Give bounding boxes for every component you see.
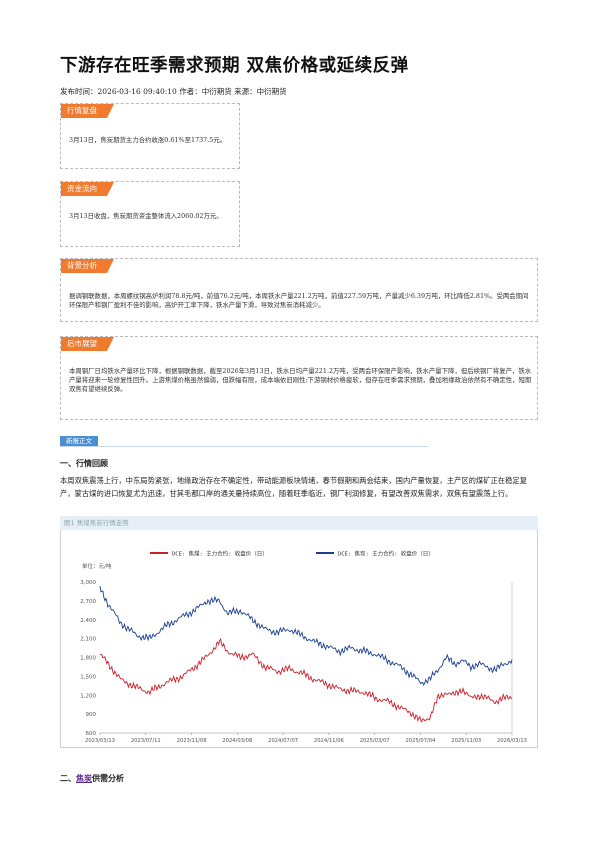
heading-market-review: 一、行情回顾	[60, 459, 108, 468]
x-tick-label: 2025/07/04	[405, 738, 436, 744]
heading-supply-demand: 二、焦炭供需分析	[60, 773, 124, 784]
y-tick-label: 1,800	[80, 656, 96, 662]
x-tick-label: 2024/07/07	[268, 738, 298, 744]
section-text: 本周钢厂日均铁水产量环比下降，根据钢联数据，截至2026年3月13日，铁水日均产…	[69, 367, 532, 393]
section-outlook: 后市展望 本周钢厂日均铁水产量环比下降，根据钢联数据，截至2026年3月13日，…	[60, 336, 538, 420]
section-tag: 行情复盘	[61, 104, 114, 118]
section-text: 3月13日，焦炭期货主力合约收涨0.61%至1737.5元。	[69, 136, 227, 144]
y-tick-label: 3,000	[80, 580, 96, 586]
price-chart: DCE: 焦煤: 主力合约: 收盘价（日） DCE: 焦炭: 主力合约: 收盘价（…	[80, 550, 527, 745]
chart-caption: 图1 焦煤焦炭行情走势	[60, 516, 538, 530]
y-tick-label: 2,700	[80, 599, 96, 605]
y-tick-label: 900	[86, 712, 97, 718]
section-tag: 资金流向	[61, 182, 114, 196]
y-tick-label: 1,200	[80, 693, 96, 699]
legend-label: DCE: 焦炭: 主力合约: 收盘价（日）	[338, 550, 434, 558]
divider	[60, 446, 428, 447]
y-tick-label: 1,500	[80, 674, 96, 680]
coke-link[interactable]: 焦炭	[76, 774, 92, 783]
y-tick-label: 600	[86, 731, 97, 737]
x-tick-label: 2023/03/13	[85, 738, 115, 744]
x-tick-label: 2025/03/07	[360, 738, 390, 744]
news-label: 新报正文	[60, 436, 98, 446]
x-tick-label: 2026/03/13	[497, 738, 527, 744]
heading-suffix: 供需分析	[92, 774, 124, 783]
section-background: 背景分析 据调钢联数据，本周螺纹钢高炉利润78.8元/吨，前值76.2元/吨，本…	[60, 258, 538, 322]
legend-label: DCE: 焦煤: 主力合约: 收盘价（日）	[172, 550, 268, 558]
section-market-review: 行情复盘 3月13日，焦炭期货主力合约收涨0.61%至1737.5元。	[60, 103, 240, 169]
section-text: 据调钢联数据，本周螺纹钢高炉利润78.8元/吨，前值76.2元/吨，本周铁水产量…	[69, 292, 529, 309]
x-tick-label: 2023/11/08	[177, 738, 207, 744]
section-tag: 背景分析	[61, 259, 114, 273]
x-tick-label: 2024/11/06	[314, 738, 344, 744]
x-tick-label: 2023/07/11	[131, 738, 161, 744]
series-line	[99, 585, 513, 686]
section-tag: 后市展望	[61, 337, 114, 351]
section-text: 3月13日收盘，焦炭期货资金整体流入2060.02万元。	[69, 212, 223, 220]
y-tick-label: 2,400	[80, 618, 96, 624]
y-tick-label: 2,100	[80, 637, 96, 643]
x-tick-label: 2024/03/08	[222, 738, 252, 744]
body-paragraph: 本周双焦震荡上行，中东局势紧张，地缘政治存在不确定性，带动能源板块情绪，春节假期…	[60, 476, 527, 498]
unit-label: 单位：元/吨	[82, 562, 112, 570]
section-capital-flow: 资金流向 3月13日收盘，焦炭期货资金整体流入2060.02万元。	[60, 181, 240, 247]
article-meta: 发布时间：2026-03-16 09:40:10 作者：中衍期货 来源：中衍期货	[60, 87, 287, 96]
article-title: 下游存在旺季需求预期 双焦价格或延续反弹	[60, 56, 409, 76]
series-line	[99, 637, 513, 723]
heading-prefix: 二、	[60, 774, 76, 783]
x-tick-label: 2025/11/03	[451, 738, 481, 744]
